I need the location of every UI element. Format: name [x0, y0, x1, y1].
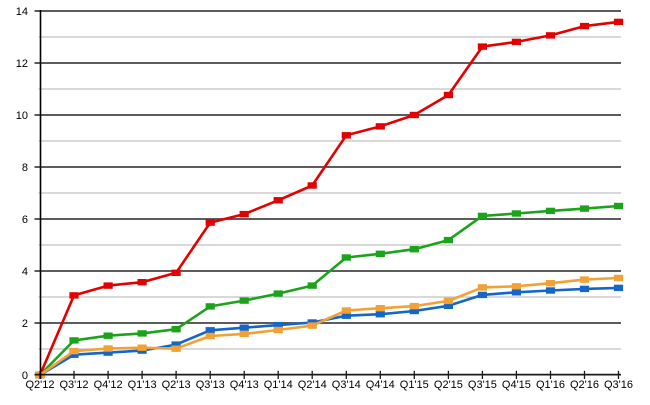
svg-text:Q2'14: Q2'14	[298, 379, 327, 391]
svg-text:Q3'14: Q3'14	[332, 379, 361, 391]
svg-text:Q3'12: Q3'12	[59, 379, 88, 391]
svg-text:Q4'15: Q4'15	[502, 379, 531, 391]
svg-text:2: 2	[22, 318, 28, 330]
svg-text:Q4'12: Q4'12	[94, 379, 123, 391]
svg-text:14: 14	[16, 6, 28, 18]
svg-text:Q4'13: Q4'13	[230, 379, 259, 391]
svg-text:Q1'16: Q1'16	[536, 379, 565, 391]
svg-text:Q2'15: Q2'15	[434, 379, 463, 391]
svg-text:12: 12	[16, 58, 28, 70]
svg-text:Q1'15: Q1'15	[400, 379, 429, 391]
svg-text:10: 10	[16, 110, 28, 122]
svg-text:Q4'14: Q4'14	[366, 379, 395, 391]
svg-text:Q3'15: Q3'15	[468, 379, 497, 391]
svg-text:6: 6	[22, 214, 28, 226]
svg-text:4: 4	[22, 266, 28, 278]
svg-text:0: 0	[22, 370, 28, 382]
svg-text:Q2'16: Q2'16	[570, 379, 599, 391]
svg-text:Q2'12: Q2'12	[25, 379, 54, 391]
svg-text:Q3'13: Q3'13	[196, 379, 225, 391]
svg-text:8: 8	[22, 162, 28, 174]
svg-text:Q2'13: Q2'13	[162, 379, 191, 391]
svg-text:Q1'13: Q1'13	[128, 379, 157, 391]
svg-text:Q1'14: Q1'14	[264, 379, 293, 391]
svg-text:Q3'16: Q3'16	[604, 379, 633, 391]
